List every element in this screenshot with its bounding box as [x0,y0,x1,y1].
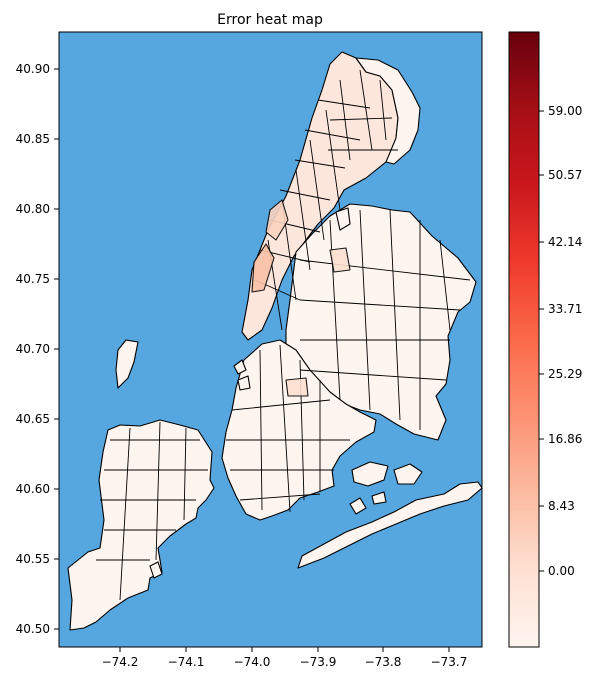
y-tick-label: 40.50 [16,622,50,636]
x-tick-label: −73.7 [431,655,468,669]
tract-high-error [251,243,275,293]
colorbar-tick-label: 42.14 [548,235,582,249]
y-tick-label: 40.60 [16,482,50,496]
x-tick-label: −73.9 [300,655,337,669]
jamaica-bay-island [371,491,387,505]
colorbar-tick-label: 16.86 [548,432,582,446]
jamaica-bay-island [349,497,367,515]
colorbar-gradient [508,31,540,648]
borough-bronx [355,57,421,165]
jamaica-bay-island [351,461,389,487]
colorbar-tick-label: 59.00 [548,104,582,118]
borough-staten-island [67,419,215,631]
colorbar: 59.00 50.57 42.14 33.71 25.29 16.86 8.43… [508,31,582,648]
y-tick-label: 40.70 [16,342,50,356]
tract-high-error [265,199,289,241]
y-tick-label: 40.85 [16,132,50,146]
map-frame [58,31,483,648]
colorbar-tick-label: 0.00 [548,564,575,578]
x-axis: −74.2 −74.1 −74.0 −73.9 −73.8 −73.7 [102,647,468,669]
colorbar-tick-label: 33.71 [548,302,582,316]
x-tick-label: −74.0 [234,655,271,669]
x-tick-label: −74.1 [168,655,205,669]
colorbar-tick-label: 25.29 [548,367,582,381]
y-tick-label: 40.80 [16,202,50,216]
island-small [149,561,163,579]
island-small [233,359,247,375]
island-roosevelt [115,339,139,389]
tract-mid-error [285,377,309,397]
tract-boundaries [96,69,471,601]
y-tick-label: 40.55 [16,552,50,566]
x-tick-label: −74.2 [102,655,139,669]
y-axis: 40.90 40.85 40.80 40.75 40.70 40.65 40.6… [16,62,59,636]
y-tick-label: 40.75 [16,272,50,286]
colorbar-tick-label: 50.57 [548,168,582,182]
map-title: Error heat map [217,12,323,28]
map-axes: 40.90 40.85 40.80 40.75 40.70 40.65 40.6… [16,31,483,669]
island-small [335,207,351,231]
land-areas [67,51,482,631]
island-small [237,375,251,391]
rockaway-peninsula [297,481,482,569]
y-tick-label: 40.65 [16,412,50,426]
tract-mid-error [329,247,351,273]
y-tick-label: 40.90 [16,62,50,76]
colorbar-tick-label: 8.43 [548,499,575,513]
jamaica-bay-island [393,463,423,485]
x-tick-label: −73.8 [365,655,402,669]
